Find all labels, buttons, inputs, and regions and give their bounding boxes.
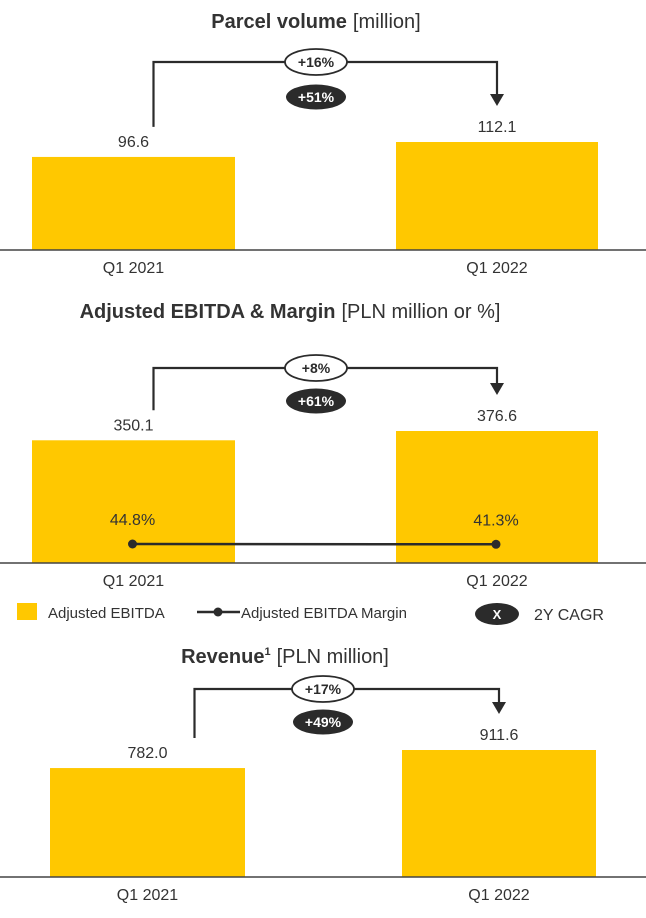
legend-bar-label: Adjusted EBITDA	[48, 605, 165, 622]
chart1-value-label-2: 112.1	[478, 119, 517, 136]
chart2-cagr-label: +61%	[298, 393, 335, 409]
chart1-title: Parcel volume [million]	[211, 11, 420, 33]
chart1-category-label-1: Q1 2021	[103, 260, 164, 277]
chart2-margin-label-1: 44.8%	[110, 512, 155, 529]
chart1-title-unit: [million]	[353, 11, 421, 33]
chart1-bar-2	[396, 142, 598, 250]
chart1-category-label-2: Q1 2022	[466, 260, 527, 277]
chart2-margin-point-2	[491, 539, 501, 549]
chart2-margin-point-1	[128, 539, 137, 549]
chart2-value-label-1: 350.1	[113, 417, 153, 434]
chart2-category-label-1: Q1 2021	[103, 573, 164, 590]
legend-bar-swatch	[17, 603, 37, 620]
chart2-title: Adjusted EBITDA & Margin [PLN million or …	[80, 301, 501, 323]
chart1-title-main: Parcel volume	[211, 11, 347, 33]
chart2-title-unit: [PLN million or %]	[342, 301, 501, 323]
legend-cagr-badge	[475, 603, 519, 625]
legend: Adjusted EBITDA Adjusted EBITDA Margin X…	[17, 603, 604, 625]
chart1-value-label-1: 96.6	[118, 134, 149, 151]
chart3-title: Revenue1 [PLN million]	[181, 646, 389, 668]
legend-cagr-badge-text: X	[493, 607, 502, 622]
chart3-title-sup: 1	[264, 646, 270, 658]
chart2-title-main: Adjusted EBITDA & Margin	[80, 301, 336, 323]
chart2-category-label-2: Q1 2022	[466, 573, 527, 590]
chart1-cagr-badge	[286, 84, 346, 110]
chart2-growth-label: +8%	[302, 360, 331, 376]
chart3-value-label-1: 782.0	[127, 745, 167, 762]
legend-line-marker	[213, 607, 223, 617]
legend-line-label: Adjusted EBITDA Margin	[241, 605, 407, 622]
chart3-growth-oval	[291, 675, 355, 703]
charts-layer: 96.6 Q1 2021 112.1 Q1 2022 +16% +51% 350.1 Q1 2…	[0, 48, 646, 904]
chart3-title-main: Revenue	[181, 646, 264, 668]
chart1-growth-label: +16%	[298, 54, 335, 70]
chart2-growth-arrowhead	[490, 383, 504, 395]
chart3-cagr-badge	[293, 709, 353, 735]
legend-cagr-label: 2Y CAGR	[534, 607, 604, 624]
chart3-category-label-1: Q1 2021	[117, 887, 178, 904]
chart3-growth-label: +17%	[305, 681, 342, 697]
chart2-cagr-badge	[286, 388, 346, 414]
chart3-bar-2	[402, 750, 596, 877]
chart1-growth-arrowhead	[490, 94, 504, 106]
chart1-cagr-label: +51%	[298, 89, 335, 105]
chart3-cagr-label: +49%	[305, 714, 342, 730]
chart2-value-label-2: 376.6	[477, 408, 517, 425]
chart3-bar-1	[50, 768, 245, 877]
chart2-margin-label-2: 41.3%	[473, 512, 518, 529]
chart2-growth-oval	[284, 354, 348, 382]
chart1-bar-1	[32, 156, 235, 250]
chart3-category-label-2: Q1 2022	[468, 887, 529, 904]
chart3-title-unit: [PLN million]	[277, 646, 389, 668]
chart1-growth-oval	[284, 48, 348, 76]
chart3-growth-arrowhead	[492, 702, 506, 714]
chart3-value-label-2: 911.6	[480, 727, 519, 744]
